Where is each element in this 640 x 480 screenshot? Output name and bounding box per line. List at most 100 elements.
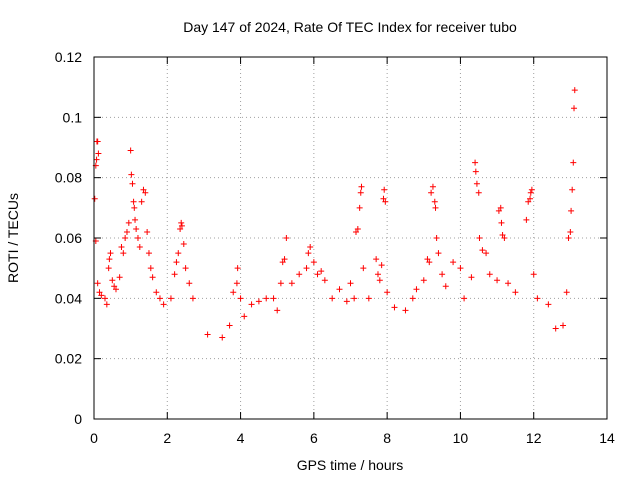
data-point: [527, 195, 534, 202]
data-point: [149, 274, 156, 281]
data-point: [461, 295, 468, 302]
data-point: [305, 250, 312, 257]
data-point: [307, 244, 314, 251]
data-point: [560, 322, 567, 329]
data-point: [457, 265, 464, 272]
data-point: [498, 219, 505, 226]
data-point: [497, 204, 504, 211]
data-point: [528, 186, 535, 193]
data-point: [567, 228, 574, 235]
data-point: [105, 265, 112, 272]
data-point: [263, 295, 270, 302]
data-point: [270, 295, 277, 302]
data-point: [140, 186, 147, 193]
data-point: [123, 228, 130, 235]
data-point: [563, 289, 570, 296]
data-point: [175, 250, 182, 257]
data-point: [381, 186, 388, 193]
data-point: [318, 268, 325, 275]
data-point: [494, 277, 501, 284]
data-point: [189, 295, 196, 302]
data-point: [173, 259, 180, 266]
data-point: [357, 189, 364, 196]
data-point: [568, 207, 575, 214]
x-tick-label: 4: [237, 430, 245, 446]
y-tick-label: 0: [74, 411, 82, 427]
data-point: [432, 204, 439, 211]
data-point: [134, 235, 141, 241]
data-point: [435, 250, 442, 257]
data-point: [365, 295, 372, 302]
data-point: [241, 313, 248, 320]
data-point: [288, 280, 295, 287]
data-point: [96, 289, 103, 296]
data-point: [475, 189, 482, 196]
data-point: [354, 225, 361, 232]
data-point: [136, 244, 143, 251]
data-point: [180, 241, 187, 248]
data-point: [296, 271, 303, 278]
data-point: [431, 198, 438, 205]
data-point: [274, 307, 281, 314]
data-point: [314, 271, 321, 278]
data-point: [171, 271, 178, 278]
data-point: [160, 301, 167, 308]
y-tick-labels: 0 0.02 0.04 0.06 0.08 0.1 0.12: [55, 49, 82, 427]
data-point: [501, 235, 508, 241]
data-point: [283, 235, 290, 241]
data-point: [153, 289, 160, 296]
data-point: [91, 195, 98, 202]
data-point: [93, 156, 100, 163]
y-tick-label: 0.08: [55, 170, 82, 186]
data-point: [373, 256, 380, 263]
data-point: [144, 228, 151, 235]
data-point: [468, 274, 475, 281]
data-point: [483, 250, 490, 257]
data-point: [303, 265, 310, 272]
data-point: [570, 159, 577, 166]
data-point: [552, 325, 559, 332]
x-axis-label: GPS time / hours: [297, 457, 404, 473]
data-point: [103, 301, 110, 308]
data-point: [130, 198, 137, 205]
axis-ticks: [93, 56, 608, 420]
data-point: [219, 334, 226, 341]
data-point: [95, 150, 102, 157]
data-point: [106, 256, 113, 263]
data-point: [527, 189, 534, 196]
data-point: [380, 195, 387, 202]
data-point: [439, 271, 446, 278]
data-point: [378, 262, 385, 269]
data-point: [442, 283, 449, 290]
data-point: [384, 289, 391, 296]
data-point: [94, 138, 101, 145]
data-point: [125, 219, 132, 226]
data-point: [413, 286, 420, 293]
data-point: [429, 183, 436, 190]
data-point: [138, 198, 145, 205]
data-point: [374, 271, 381, 278]
data-point: [234, 265, 241, 272]
data-point: [356, 204, 363, 211]
data-point: [177, 225, 184, 232]
data-points: [91, 87, 578, 341]
data-point: [233, 280, 240, 287]
data-point: [472, 168, 479, 175]
data-point: [473, 180, 480, 187]
x-tick-label: 0: [90, 430, 98, 446]
data-point: [310, 259, 317, 266]
data-point: [178, 222, 185, 229]
data-point: [279, 259, 286, 266]
data-point: [226, 322, 233, 329]
data-point: [512, 289, 519, 296]
x-tick-label: 2: [163, 430, 171, 446]
data-point: [571, 105, 578, 112]
x-tick-label: 10: [453, 430, 469, 446]
data-point: [376, 277, 383, 284]
data-point: [277, 280, 284, 287]
data-point: [147, 265, 154, 272]
data-point: [156, 295, 163, 302]
data-point: [186, 280, 193, 287]
y-tick-label: 0.12: [55, 49, 82, 65]
data-point: [321, 277, 328, 284]
